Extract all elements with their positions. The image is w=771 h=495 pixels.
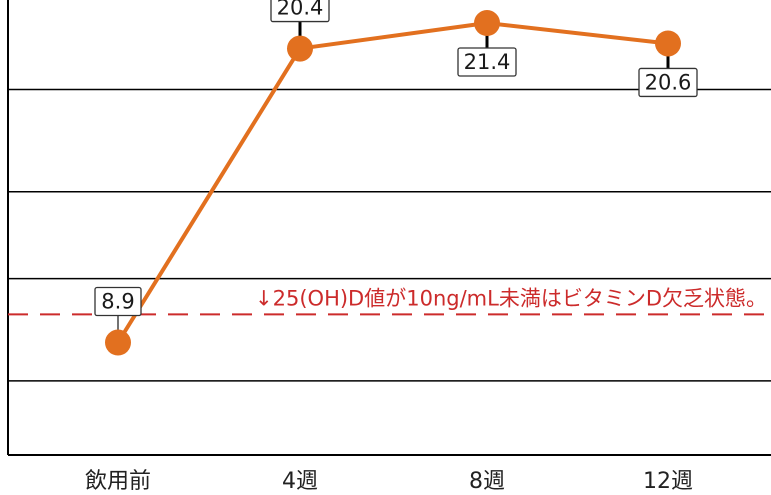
data-point-0 bbox=[105, 329, 131, 356]
data-label-box-2 bbox=[457, 47, 517, 77]
data-point-3 bbox=[655, 30, 681, 57]
series-line bbox=[116, 21, 669, 344]
x-tick-label-0: 飲用前 bbox=[85, 469, 151, 494]
data-label-2: 21.4 bbox=[464, 50, 511, 74]
data-label-0: 8.9 bbox=[101, 290, 134, 314]
x-tick-label-1: 4週 bbox=[282, 469, 318, 494]
reference-line-group: ↓25(OH)D値が10ng/mL未満はビタミンD欠乏状態。 bbox=[8, 284, 771, 316]
reference-label-background bbox=[168, 284, 771, 312]
data-label-3: 20.6 bbox=[645, 70, 692, 94]
reference-line-label: ↓25(OH)D値が10ng/mL未満はビタミンD欠乏状態。 bbox=[255, 286, 767, 310]
data-label-box-3 bbox=[638, 67, 698, 98]
x-tick-labels: 飲用前 4週 8週 12週 bbox=[85, 469, 693, 494]
data-point-2 bbox=[474, 10, 500, 37]
data-point-1 bbox=[287, 35, 313, 62]
x-tick-label-3: 12週 bbox=[643, 469, 693, 494]
data-label-box-0 bbox=[94, 286, 142, 317]
data-label-box-1 bbox=[270, 0, 330, 23]
data-label-1: 20.4 bbox=[277, 0, 324, 20]
x-tick-label-2: 8週 bbox=[469, 469, 505, 494]
series-group: 8.9 20.4 21.4 20.6 bbox=[94, 0, 698, 356]
